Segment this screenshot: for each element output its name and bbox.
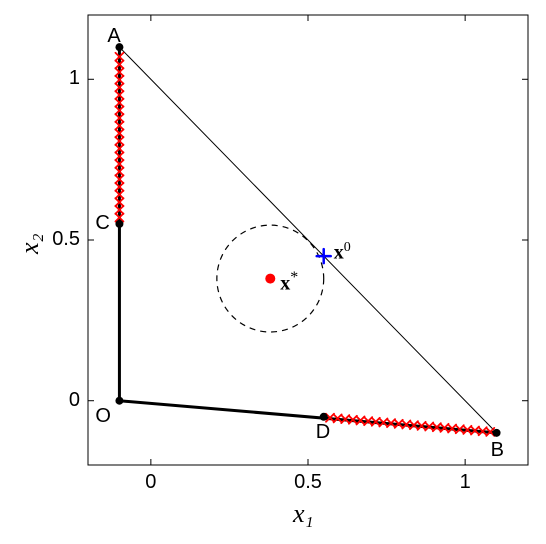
x-star-label: x* — [280, 269, 298, 296]
y-tick-label: 0 — [69, 389, 80, 412]
y-tick-label: 1 — [69, 67, 80, 90]
y-tick-label: 0.5 — [52, 228, 80, 251]
point-label-B: B — [491, 439, 504, 462]
point-label-O: O — [95, 405, 111, 428]
x0-label: x0 — [334, 240, 351, 265]
point-label-C: C — [95, 212, 109, 235]
y-axis-label: x₂ — [15, 233, 45, 254]
point-label-A: A — [107, 25, 120, 48]
figure: x₁ x₂ 0 0.5 1 0 0.5 1 A B O C Dx* x0 — [0, 0, 546, 544]
x-tick-label: 0 — [126, 471, 176, 494]
x-tick-label: 1 — [440, 471, 490, 494]
x-axis-label: x₁ — [293, 499, 314, 529]
point-label-D: D — [316, 421, 330, 444]
x-tick-label: 0.5 — [283, 471, 333, 494]
plot-svg — [0, 0, 546, 544]
